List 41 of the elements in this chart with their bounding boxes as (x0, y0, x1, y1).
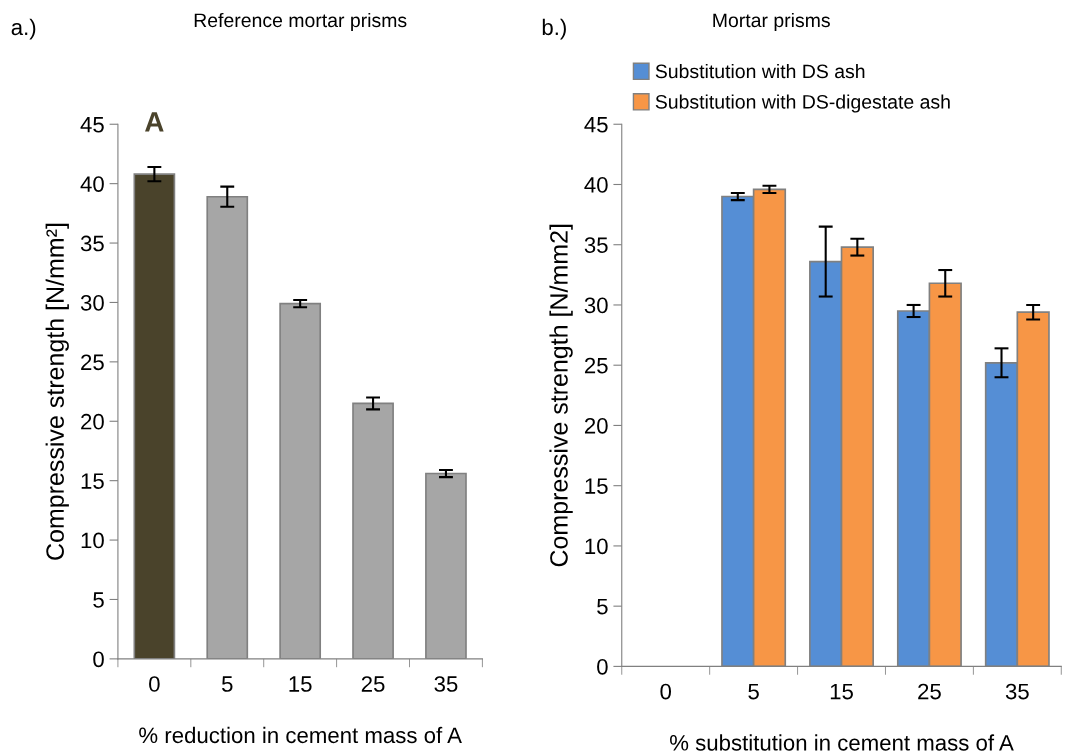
text: a.) (11, 18, 36, 40)
x-tick-label: 25 (361, 676, 385, 692)
y-tick-label: 45 (584, 117, 608, 133)
x-tick-label: 25 (918, 683, 941, 700)
x-tick-label: 5 (221, 676, 233, 692)
legend-label: Substitution with DS-digestate ash (655, 94, 950, 113)
y-axis-title: Compressive strength [N/mm2] (549, 224, 573, 567)
x-tick-label: 15 (289, 676, 312, 692)
y-tick-label: 35 (584, 237, 608, 253)
y-tick-label: 40 (80, 176, 104, 192)
chart-title: Mortar prisms (713, 12, 830, 32)
x-tick-label: 35 (1005, 683, 1029, 700)
x-tick-label: 5 (748, 683, 759, 700)
y-tick-label: 45 (80, 117, 104, 133)
y-tick-label: 10 (585, 538, 608, 555)
y-axis-title: Compressive strength [N/mm²] (45, 223, 69, 560)
y-tick-label: 10 (81, 532, 104, 549)
x-tick-label: 0 (149, 676, 160, 692)
y-tick-label: 20 (81, 413, 104, 430)
x-axis-title: % reduction in cement mass of A (139, 726, 462, 744)
y-tick-label: 15 (81, 473, 104, 489)
text: b.) (542, 18, 566, 40)
y-tick-label: 30 (80, 294, 104, 311)
y-tick-label: 5 (597, 598, 608, 615)
y-tick-label: 25 (81, 354, 104, 371)
y-tick-label: 40 (584, 177, 608, 193)
y-tick-label: 5 (93, 592, 104, 608)
legend-label: Substitution with DS ash (655, 63, 865, 79)
y-tick-label: 20 (584, 417, 608, 434)
x-axis-title: % substitution in cement mass of A (670, 734, 1014, 751)
chart-title: Reference mortar prisms (194, 12, 407, 32)
annotation: A (145, 112, 164, 132)
x-tick-label: 15 (830, 683, 853, 700)
y-tick-label: 25 (584, 357, 608, 374)
y-tick-label: 35 (80, 235, 104, 252)
y-tick-label: 0 (93, 651, 104, 668)
y-tick-label: 0 (597, 658, 608, 675)
y-tick-label: 30 (584, 297, 608, 314)
x-tick-label: 0 (660, 683, 672, 700)
y-tick-label: 15 (585, 478, 608, 494)
x-tick-label: 35 (434, 676, 458, 692)
